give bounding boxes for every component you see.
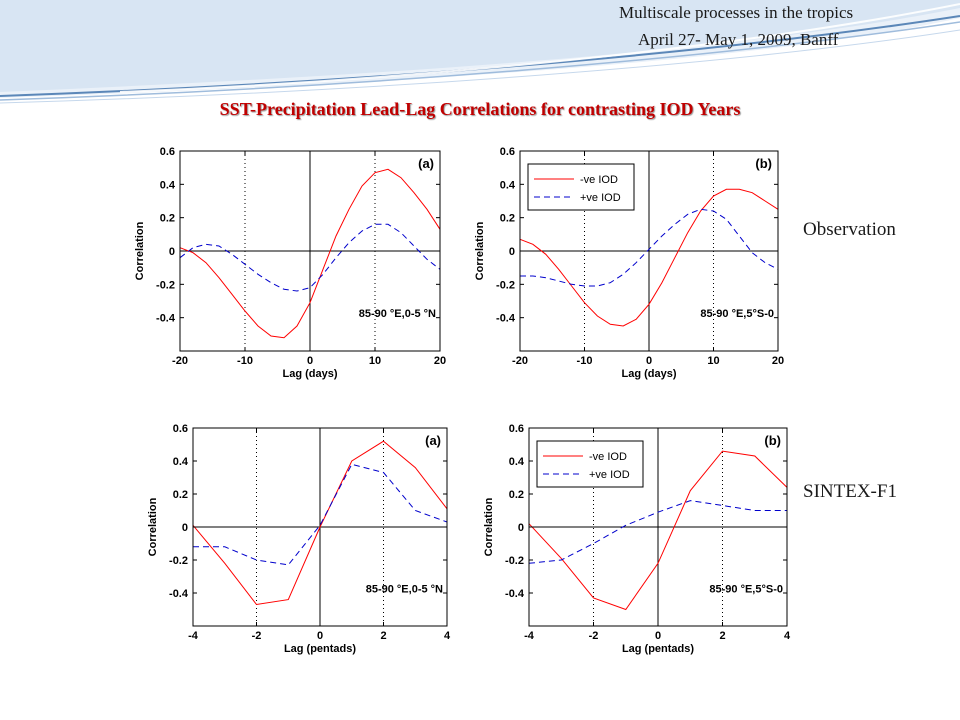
x-tick-label: -4 [188,630,199,642]
row-label-observation: Observation [803,219,896,240]
panel-tag-label: (a) [425,433,441,448]
region-annotation: 85-90 °E,5°S-0 [700,308,774,320]
x-tick-label: 10 [707,355,719,367]
x-tick-label: -20 [172,355,188,367]
series-pos-iod-line [193,463,448,566]
header-swoosh-decoration [0,0,960,104]
series-pos-iod-line [520,208,779,287]
region-annotation: 85-90 °E,5°S-0 [709,583,783,595]
y-tick-label: 0.4 [160,179,176,191]
region-annotation: 85-90 °E,0-5 °N [359,308,436,320]
chart-panel-model-a: -4 -2 0 2 4 -0.4 -0.2 0 0.2 0.4 0.6 Lag (pentads) Co… [136,416,456,666]
y-tick-label: 0.6 [173,423,188,435]
panel-tag-label: (a) [418,156,434,171]
y-tick-label: 0.2 [500,213,515,225]
x-tick-label: 0 [317,630,323,642]
x-tick-label: -10 [237,355,253,367]
region-annotation: 85-90 °E,0-5 °N [366,583,443,595]
y-axis-label: Correlation [474,221,486,280]
y-tick-label: -0.2 [505,555,524,567]
x-tick-label: 2 [380,630,386,642]
x-tick-label: 4 [444,630,451,642]
x-tick-label: 10 [369,355,381,367]
legend-entry-label: -ve IOD [589,451,627,463]
y-axis-label: Correlation [147,497,159,556]
x-tick-label: -4 [524,630,535,642]
y-tick-label: 0 [518,522,524,534]
y-tick-label: 0 [182,522,188,534]
chart-panel-obs-a: -20 -10 0 10 20 -0.4 -0.2 0 0.2 0.4 0.6 Lag (days) C… [128,137,454,387]
legend-entry-label: -ve IOD [580,174,618,186]
series-neg-iod-line [528,450,788,611]
series-neg-iod-line [519,188,779,327]
y-tick-label: -0.2 [156,279,175,291]
row-label-model: SINTEX-F1 [803,481,897,502]
chart-panel-obs-b: -20 -10 0 10 20 -0.4 -0.2 0 0.2 0.4 0.6 Lag (days) C… [463,137,790,387]
x-tick-label: 20 [434,355,446,367]
legend-entry-label: +ve IOD [589,469,630,481]
y-tick-label: 0.4 [500,179,516,191]
legend-entry-label: +ve IOD [580,192,621,204]
y-tick-label: -0.2 [496,279,515,291]
x-tick-label: 0 [655,630,661,642]
x-axis-label: Lag (days) [282,368,337,380]
y-tick-label: 0.4 [173,456,189,468]
y-tick-label: -0.4 [156,313,176,325]
series-neg-iod-line [192,440,448,606]
x-axis-label: Lag (pentads) [284,643,356,655]
x-tick-label: 4 [784,630,791,642]
series-neg-iod-line [179,168,441,339]
y-tick-label: 0 [169,246,175,258]
chart-obs-a: -20 -10 0 10 20 -0.4 -0.2 0 0.2 0.4 0.6 Lag (days) C… [134,146,446,380]
legend-box [536,440,644,488]
x-tick-label: -2 [252,630,262,642]
y-axis-label: Correlation [483,497,495,556]
y-tick-label: 0.2 [509,489,524,501]
y-axis-label: Correlation [134,221,146,280]
x-tick-label: 0 [307,355,313,367]
y-tick-label: 0.6 [500,146,515,158]
panel-tag-label: (b) [764,433,781,448]
y-tick-label: 0 [509,246,515,258]
x-axis-label: Lag (days) [621,368,676,380]
y-tick-label: 0.4 [509,456,525,468]
x-tick-label: 0 [646,355,652,367]
series-pos-iod-line [528,500,787,564]
header-conference-title: Multiscale processes in the tropics [619,3,854,22]
y-tick-label: -0.4 [169,588,189,600]
y-tick-label: -0.2 [169,555,188,567]
y-tick-label: 0.2 [160,213,175,225]
y-tick-label: 0.2 [173,489,188,501]
chart-panel-model-b: -4 -2 0 2 4 -0.4 -0.2 0 0.2 0.4 0.6 Lag (pentads) Co… [478,416,798,666]
x-tick-label: -20 [512,355,528,367]
y-tick-label: 0.6 [509,423,524,435]
panel-tag-label: (b) [755,156,772,171]
header-conference-dates: April 27- May 1, 2009, Banff [638,30,839,49]
legend-box [527,163,635,211]
x-tick-label: 2 [719,630,725,642]
chart-model-b: -4 -2 0 2 4 -0.4 -0.2 0 0.2 0.4 0.6 Lag (pentads) Co… [483,423,791,655]
series-pos-iod-line [179,223,441,292]
x-tick-label: -2 [589,630,599,642]
x-tick-label: 20 [772,355,784,367]
chart-obs-b: -20 -10 0 10 20 -0.4 -0.2 0 0.2 0.4 0.6 Lag (days) C… [474,146,784,380]
y-tick-label: 0.6 [160,146,175,158]
y-tick-label: -0.4 [496,313,516,325]
x-tick-label: -10 [577,355,593,367]
chart-model-a: -4 -2 0 2 4 -0.4 -0.2 0 0.2 0.4 0.6 Lag (pentads) Co… [147,423,451,655]
x-axis-label: Lag (pentads) [622,643,694,655]
slide-title: SST-Precipitation Lead-Lag Correlations … [219,99,741,119]
y-tick-label: -0.4 [505,588,525,600]
